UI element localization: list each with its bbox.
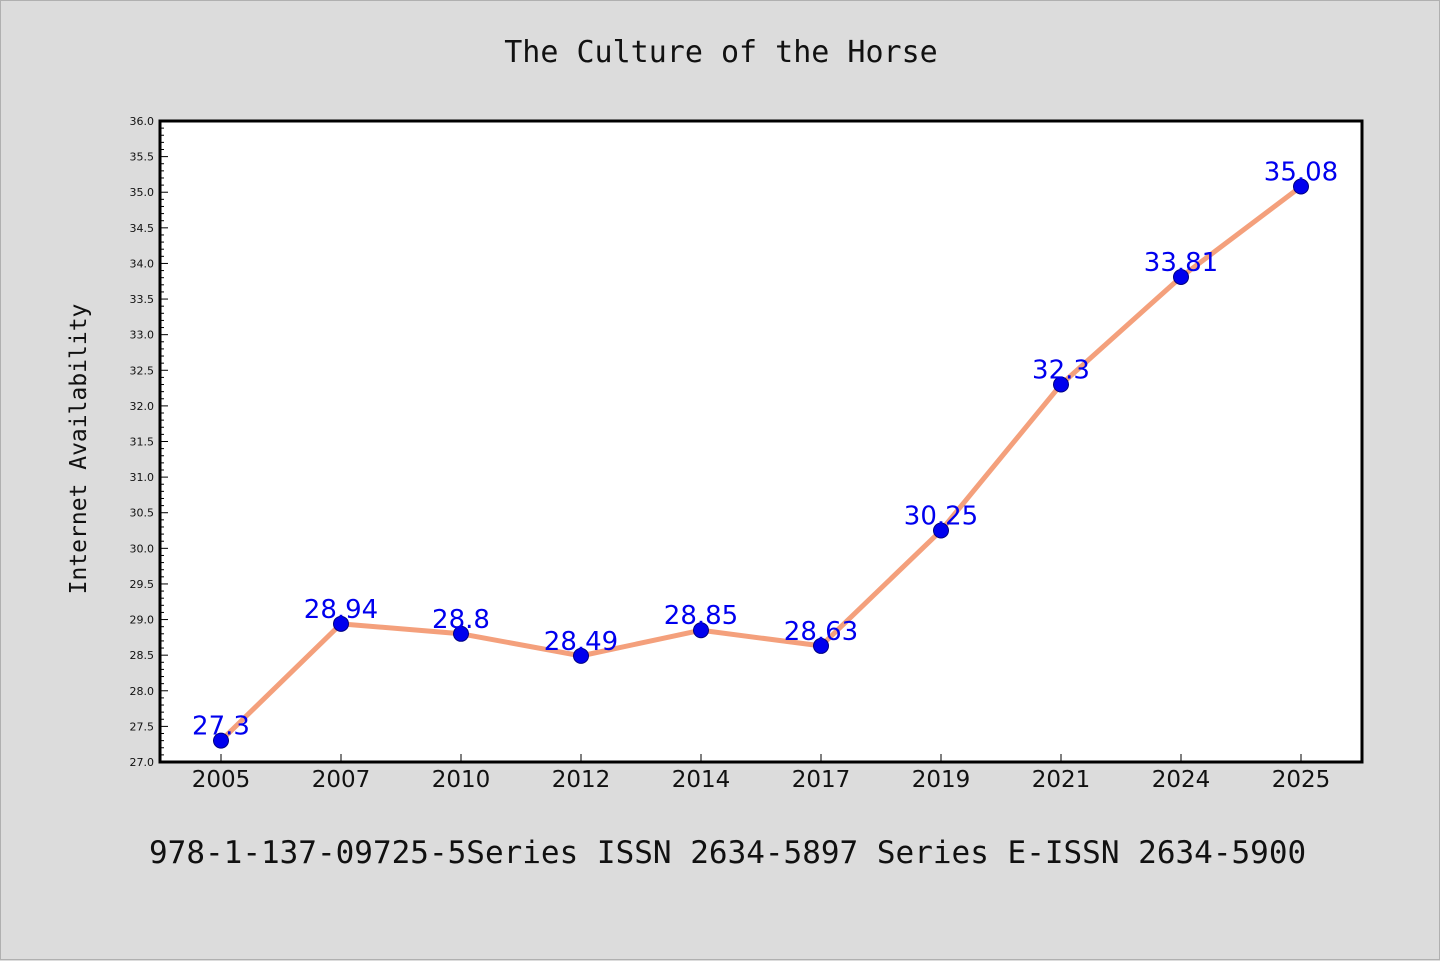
y-tick-label: 33.0 bbox=[130, 329, 155, 342]
data-label: 30.25 bbox=[904, 502, 978, 532]
data-label: 27.3 bbox=[192, 712, 250, 742]
y-tick-label: 30.0 bbox=[130, 542, 155, 555]
y-tick-label: 32.0 bbox=[130, 400, 155, 413]
x-tick-label: 2024 bbox=[1152, 767, 1211, 793]
data-label: 28.49 bbox=[544, 627, 618, 657]
x-tick-label: 2021 bbox=[1032, 767, 1091, 793]
data-point bbox=[213, 732, 229, 749]
x-tick-label: 2014 bbox=[672, 767, 731, 793]
data-label: 28.85 bbox=[664, 601, 738, 631]
data-point bbox=[1173, 268, 1189, 285]
y-tick-label: 31.5 bbox=[130, 436, 155, 449]
data-label: 33.81 bbox=[1144, 248, 1218, 278]
data-label: 28.8 bbox=[432, 605, 490, 635]
data-point bbox=[1293, 178, 1309, 195]
data-label: 32.3 bbox=[1032, 356, 1090, 386]
x-tick-label: 2012 bbox=[552, 767, 611, 793]
y-tick-label: 28.5 bbox=[130, 649, 155, 662]
y-tick-label: 30.5 bbox=[130, 507, 155, 520]
data-point bbox=[813, 637, 829, 654]
data-label: 35.08 bbox=[1264, 158, 1338, 188]
data-label: 28.94 bbox=[304, 595, 378, 625]
y-tick-label: 31.0 bbox=[130, 471, 155, 484]
data-point bbox=[333, 615, 349, 632]
series-group: 27.3 28.94 28.8 28.49 28.85 28.63 30.25 32.3 33.… bbox=[192, 158, 1338, 749]
x-tick-label: 2005 bbox=[192, 767, 251, 793]
plot-area bbox=[158, 119, 1364, 764]
y-tick-label: 34.0 bbox=[130, 257, 155, 270]
series-line bbox=[219, 184, 1303, 743]
y-tick-label: 34.5 bbox=[130, 222, 155, 235]
data-point bbox=[693, 622, 709, 639]
footer-isbn-text: 978-1-137-09725-5Series ISSN 2634-5897 S… bbox=[149, 835, 1307, 871]
data-point bbox=[453, 625, 469, 642]
y-tick-label: 32.5 bbox=[130, 364, 155, 377]
y-tick-label: 33.5 bbox=[130, 293, 155, 306]
data-point bbox=[933, 522, 949, 539]
y-tick-label: 29.0 bbox=[130, 614, 155, 627]
x-tick-label: 2007 bbox=[312, 767, 371, 793]
data-label: 28.63 bbox=[784, 617, 858, 647]
y-axis: 27.0 27.5 28.0 28.5 29.0 29.5 30.0 30.5 31.0 31.5… bbox=[130, 115, 168, 769]
y-tick-label: 27.5 bbox=[130, 720, 155, 733]
x-tick-label: 2025 bbox=[1272, 767, 1331, 793]
data-point bbox=[573, 647, 589, 664]
y-tick-label: 29.5 bbox=[130, 578, 155, 591]
x-axis: 2005 2007 2010 2012 2014 2017 2019 2021 2024 2025 bbox=[192, 754, 1331, 793]
chart-title: The Culture of the Horse bbox=[504, 35, 938, 70]
x-tick-label: 2019 bbox=[912, 767, 971, 793]
y-tick-label: 28.0 bbox=[130, 685, 155, 698]
y-tick-label: 36.0 bbox=[130, 115, 155, 128]
y-tick-label: 35.5 bbox=[130, 151, 155, 164]
y-axis-label: Internet Availability bbox=[66, 304, 92, 595]
x-tick-label: 2017 bbox=[792, 767, 851, 793]
data-point bbox=[1053, 376, 1069, 393]
y-tick-label: 27.0 bbox=[130, 756, 155, 769]
y-tick-label: 35.0 bbox=[130, 186, 155, 199]
x-tick-label: 2010 bbox=[432, 767, 491, 793]
